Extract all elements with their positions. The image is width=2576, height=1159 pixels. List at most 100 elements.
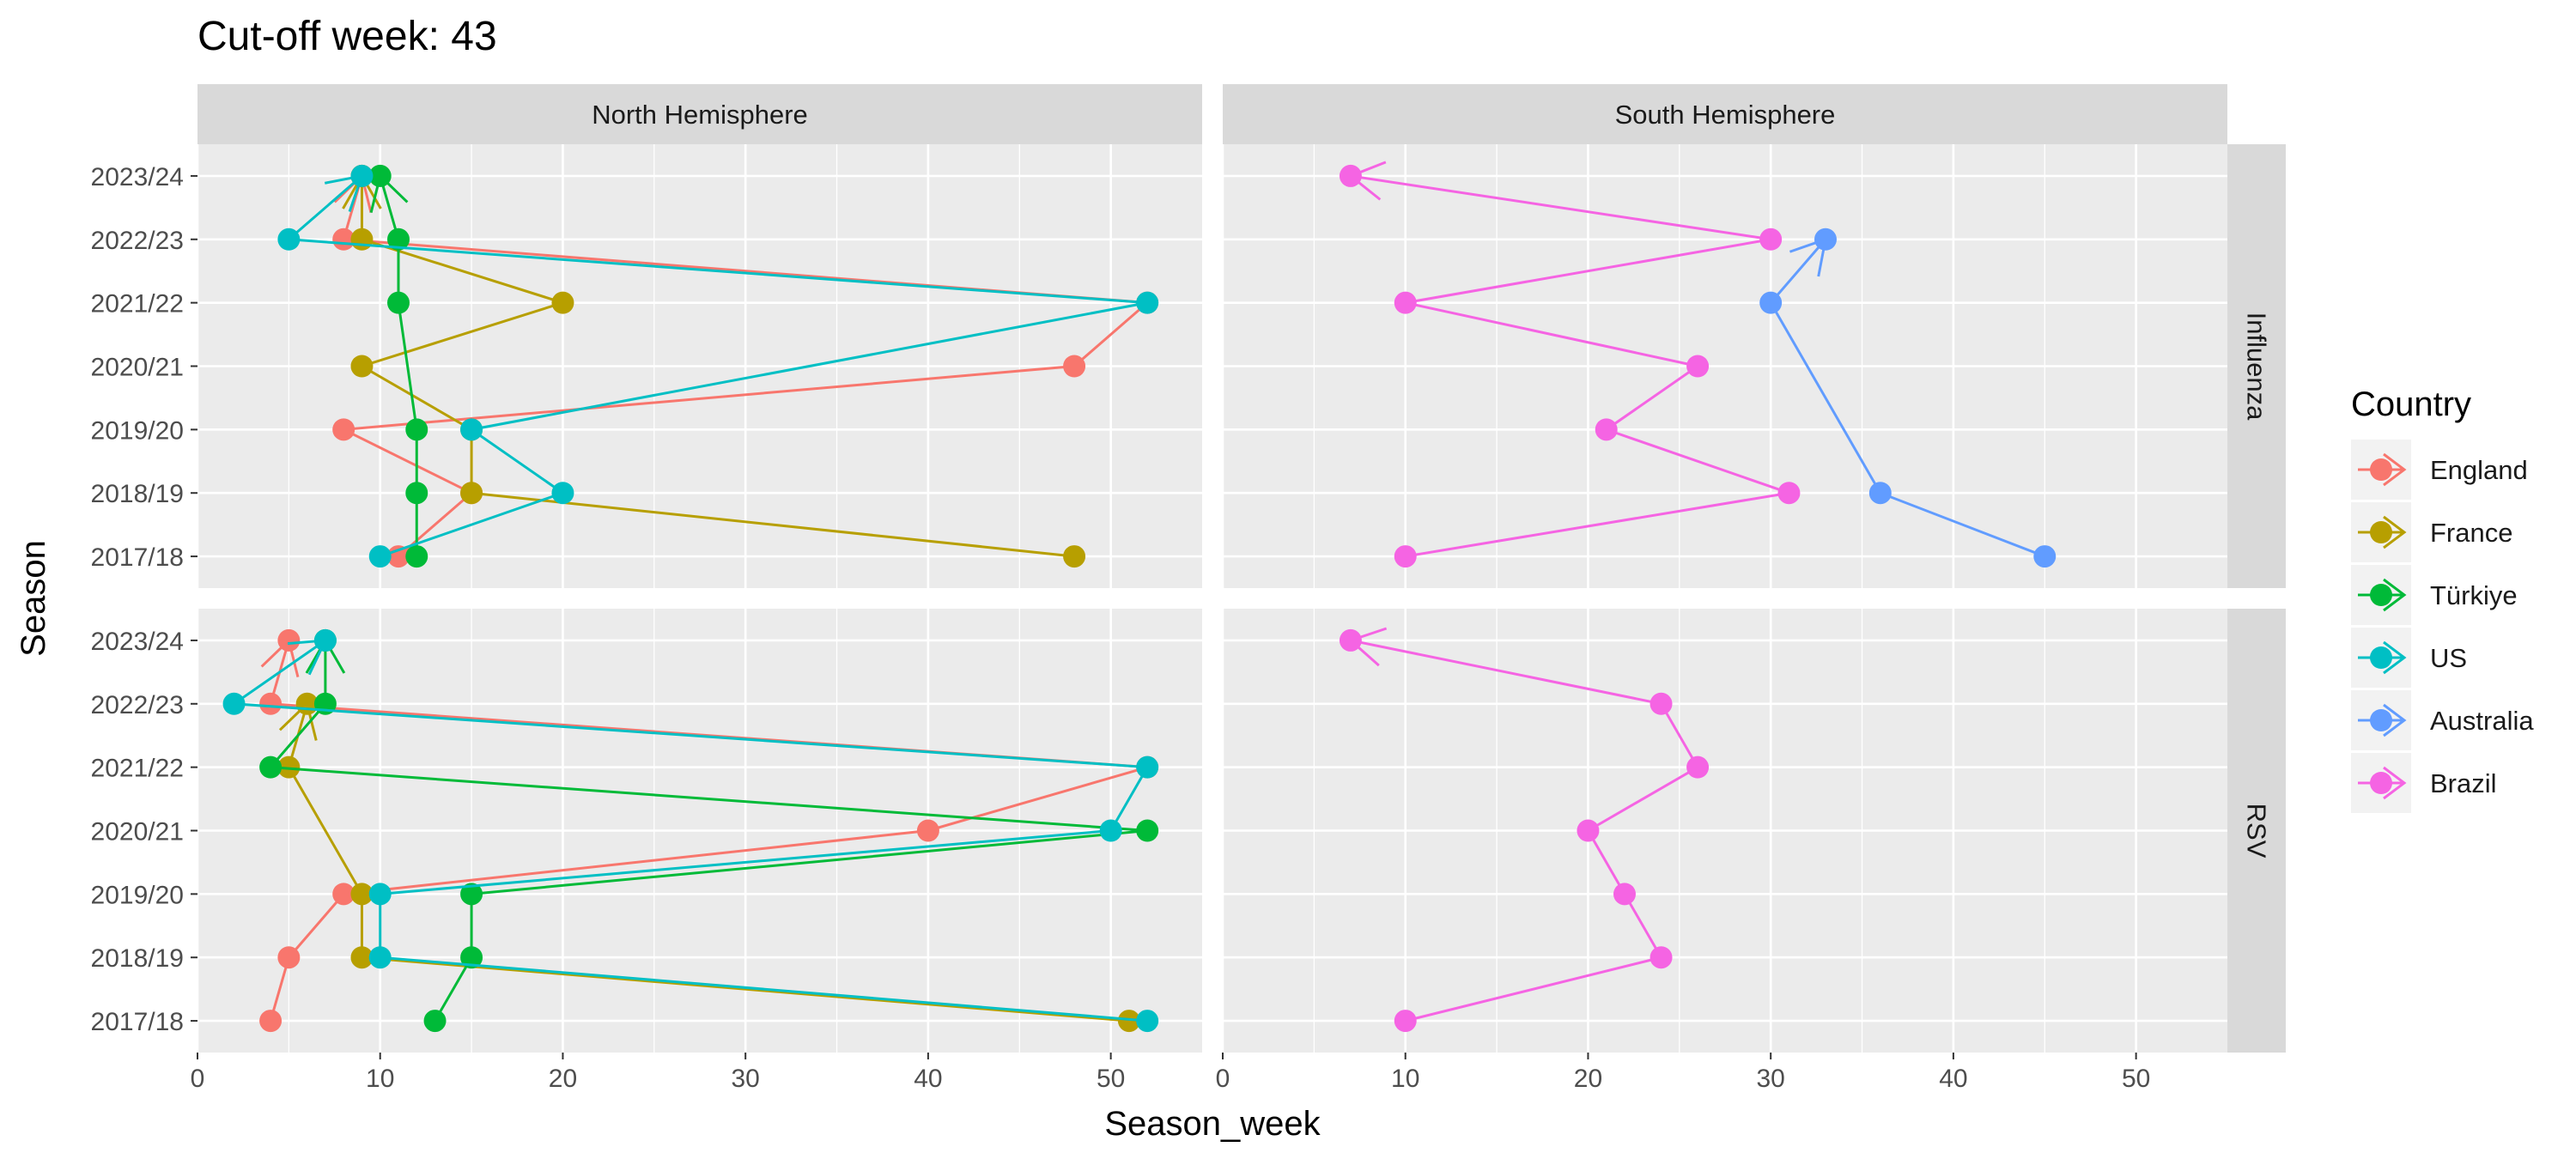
data-point-us <box>551 482 574 505</box>
y-tick-label: 2020/21 <box>91 354 184 382</box>
x-tick-label: 0 <box>1216 1065 1230 1093</box>
data-point-england <box>1063 355 1086 378</box>
data-point-brazil <box>1595 418 1618 441</box>
data-point-brazil <box>1394 291 1417 314</box>
data-point-brazil <box>1339 628 1362 652</box>
data-point-brazil <box>1686 355 1710 378</box>
legend-label-brazil: Brazil <box>2430 768 2497 798</box>
legend-label-us: US <box>2430 643 2467 673</box>
legend-key-point-australia <box>2370 709 2392 731</box>
data-point-us <box>368 946 392 969</box>
x-tick-label: 50 <box>2122 1065 2150 1093</box>
y-tick-label: 2018/19 <box>91 944 184 973</box>
facet-strip-rsv <box>2227 609 2286 1053</box>
data-point-us <box>460 418 483 441</box>
data-point-us <box>368 545 392 568</box>
data-point-brazil <box>1759 228 1783 251</box>
x-tick-label: 20 <box>549 1065 577 1093</box>
y-axis-title: Season <box>15 540 52 657</box>
data-point-australia <box>1868 482 1892 505</box>
legend-key-arrow-brazil <box>2383 766 2407 800</box>
legend-key-point-us <box>2370 646 2392 669</box>
data-point-france <box>277 755 301 779</box>
legend-title: Country <box>2351 385 2471 423</box>
x-tick-label: 30 <box>731 1065 759 1093</box>
y-tick-label: 2019/20 <box>91 416 184 445</box>
data-point-turkiye <box>405 545 428 568</box>
data-point-us <box>350 164 374 187</box>
data-point-turkiye <box>1136 819 1159 842</box>
legend-key-arrow-australia <box>2383 703 2407 737</box>
data-point-brazil <box>1394 545 1417 568</box>
x-tick-label: 10 <box>1391 1065 1419 1093</box>
series-line-australia <box>1769 238 2045 558</box>
data-point-australia <box>1759 291 1783 314</box>
y-tick-label: 2022/23 <box>91 691 184 719</box>
data-point-france <box>350 355 374 378</box>
y-tick-label: 2018/19 <box>91 480 184 508</box>
data-point-england <box>332 418 355 441</box>
series-line-us <box>285 174 1148 558</box>
data-point-brazil <box>1339 164 1362 187</box>
y-tick-label: 2017/18 <box>91 543 184 572</box>
data-point-us <box>222 692 246 715</box>
data-point-australia <box>2033 545 2057 568</box>
x-tick-label: 50 <box>1097 1065 1125 1093</box>
y-tick-label: 2021/22 <box>91 290 184 319</box>
x-tick-label: 10 <box>366 1065 394 1093</box>
x-tick-label: 40 <box>1939 1065 1967 1093</box>
data-point-brazil <box>1777 482 1801 505</box>
data-point-us <box>368 883 392 906</box>
data-point-us <box>313 628 337 652</box>
data-point-brazil <box>1394 1010 1417 1033</box>
data-point-us <box>1099 819 1122 842</box>
data-point-england <box>916 819 939 842</box>
legend-key-point-turkiye <box>2370 584 2392 606</box>
data-point-england <box>259 1010 283 1033</box>
x-axis-title: Season_week <box>1104 1105 1321 1143</box>
facet-label-rsv: RSV <box>2242 804 2272 859</box>
legend-label-england: England <box>2430 455 2528 485</box>
data-point-us <box>1136 1010 1159 1033</box>
data-point-france <box>350 883 374 906</box>
facet-strip-north-hemisphere <box>197 84 1202 144</box>
y-tick-label: 2021/22 <box>91 755 184 783</box>
data-point-brazil <box>1613 883 1636 906</box>
facet-strip-south-hemisphere <box>1223 84 2227 144</box>
data-point-england <box>332 883 355 906</box>
data-point-us <box>1136 755 1159 779</box>
data-point-turkiye <box>405 482 428 505</box>
data-point-turkiye <box>460 883 483 906</box>
y-tick-label: 2017/18 <box>91 1008 184 1036</box>
data-point-turkiye <box>387 228 410 251</box>
data-point-turkiye <box>423 1010 447 1033</box>
data-point-turkiye <box>387 291 410 314</box>
x-tick-label: 0 <box>191 1065 205 1093</box>
data-point-brazil <box>1686 755 1710 779</box>
y-tick-label: 2020/21 <box>91 818 184 846</box>
y-tick-label: 2023/24 <box>91 628 184 656</box>
y-tick-label: 2019/20 <box>91 881 184 909</box>
facet-strip-influenza <box>2227 144 2286 588</box>
y-tick-label: 2022/23 <box>91 227 184 255</box>
facet-label-south-hemisphere: South Hemisphere <box>1615 100 1836 130</box>
y-tick-label: 2023/24 <box>91 163 184 191</box>
data-point-france <box>1063 545 1086 568</box>
legend-key-point-brazil <box>2370 772 2392 794</box>
legend-key-point-france <box>2370 521 2392 543</box>
legend-key-arrow-us <box>2383 640 2407 675</box>
x-tick-label: 40 <box>914 1065 942 1093</box>
legend-label-australia: Australia <box>2430 706 2534 736</box>
data-point-france <box>350 946 374 969</box>
legend-key-arrow-turkiye <box>2383 578 2407 612</box>
facet-label-influenza: Influenza <box>2242 313 2272 422</box>
legend-key-point-england <box>2370 458 2392 481</box>
legend-label-france: France <box>2430 518 2512 548</box>
data-point-turkiye <box>405 418 428 441</box>
data-point-france <box>460 482 483 505</box>
x-tick-label: 30 <box>1756 1065 1784 1093</box>
data-point-england <box>259 692 283 715</box>
data-point-turkiye <box>460 946 483 969</box>
